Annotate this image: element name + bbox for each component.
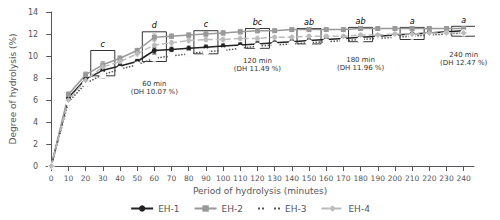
svg-text:210: 210 bbox=[405, 174, 420, 183]
svg-text:150: 150 bbox=[302, 174, 317, 183]
svg-text:130: 130 bbox=[267, 174, 282, 183]
svg-text:a: a bbox=[461, 16, 466, 25]
svg-text:14: 14 bbox=[28, 8, 38, 17]
svg-text:2: 2 bbox=[33, 140, 38, 149]
svg-text:90: 90 bbox=[201, 174, 211, 183]
svg-text:120 min: 120 min bbox=[243, 57, 272, 65]
svg-text:EH-2: EH-2 bbox=[222, 204, 243, 214]
svg-text:Period of hydrolysis (minutes): Period of hydrolysis (minutes) bbox=[193, 186, 327, 196]
svg-text:4: 4 bbox=[33, 118, 38, 127]
svg-text:30: 30 bbox=[98, 174, 108, 183]
svg-text:180 min: 180 min bbox=[346, 56, 375, 64]
svg-text:240 min: 240 min bbox=[449, 51, 478, 59]
svg-text:a: a bbox=[410, 17, 415, 26]
svg-text:6: 6 bbox=[33, 96, 38, 105]
svg-text:190: 190 bbox=[371, 174, 386, 183]
svg-text:EH-3: EH-3 bbox=[285, 204, 306, 214]
svg-text:60: 60 bbox=[150, 174, 160, 183]
svg-text:0: 0 bbox=[49, 174, 54, 183]
svg-text:0: 0 bbox=[33, 162, 38, 171]
svg-text:170: 170 bbox=[336, 174, 351, 183]
svg-text:220: 220 bbox=[422, 174, 437, 183]
svg-text:180: 180 bbox=[353, 174, 368, 183]
svg-text:(DH 12.47 %): (DH 12.47 %) bbox=[440, 59, 488, 67]
svg-text:12: 12 bbox=[28, 30, 38, 39]
svg-text:230: 230 bbox=[439, 174, 454, 183]
svg-text:EH-1: EH-1 bbox=[158, 204, 179, 214]
svg-text:(DH 11.49 %): (DH 11.49 %) bbox=[234, 65, 282, 73]
svg-text:bc: bc bbox=[253, 18, 263, 27]
svg-text:Degree of hydrolysis (%): Degree of hydrolysis (%) bbox=[8, 33, 18, 144]
svg-text:(DH 11.96 %): (DH 11.96 %) bbox=[337, 64, 385, 72]
svg-text:140: 140 bbox=[285, 174, 300, 183]
svg-text:c: c bbox=[204, 20, 209, 29]
svg-text:20: 20 bbox=[81, 174, 91, 183]
svg-text:240: 240 bbox=[457, 174, 472, 183]
svg-text:ab: ab bbox=[304, 18, 314, 27]
svg-text:60 min: 60 min bbox=[142, 80, 166, 88]
svg-text:50: 50 bbox=[132, 174, 142, 183]
svg-text:ab: ab bbox=[356, 17, 366, 26]
svg-text:100: 100 bbox=[216, 174, 231, 183]
svg-text:160: 160 bbox=[319, 174, 334, 183]
svg-text:10: 10 bbox=[28, 52, 38, 61]
svg-text:d: d bbox=[152, 21, 158, 30]
svg-text:120: 120 bbox=[250, 174, 265, 183]
svg-text:(DH 10.07 %): (DH 10.07 %) bbox=[131, 88, 179, 96]
svg-text:c: c bbox=[101, 40, 106, 49]
svg-text:110: 110 bbox=[233, 174, 248, 183]
svg-text:EH-4: EH-4 bbox=[348, 204, 370, 214]
svg-text:70: 70 bbox=[167, 174, 177, 183]
svg-text:200: 200 bbox=[388, 174, 403, 183]
svg-text:10: 10 bbox=[64, 174, 74, 183]
svg-text:40: 40 bbox=[115, 174, 125, 183]
svg-text:8: 8 bbox=[33, 74, 38, 83]
svg-text:80: 80 bbox=[184, 174, 194, 183]
